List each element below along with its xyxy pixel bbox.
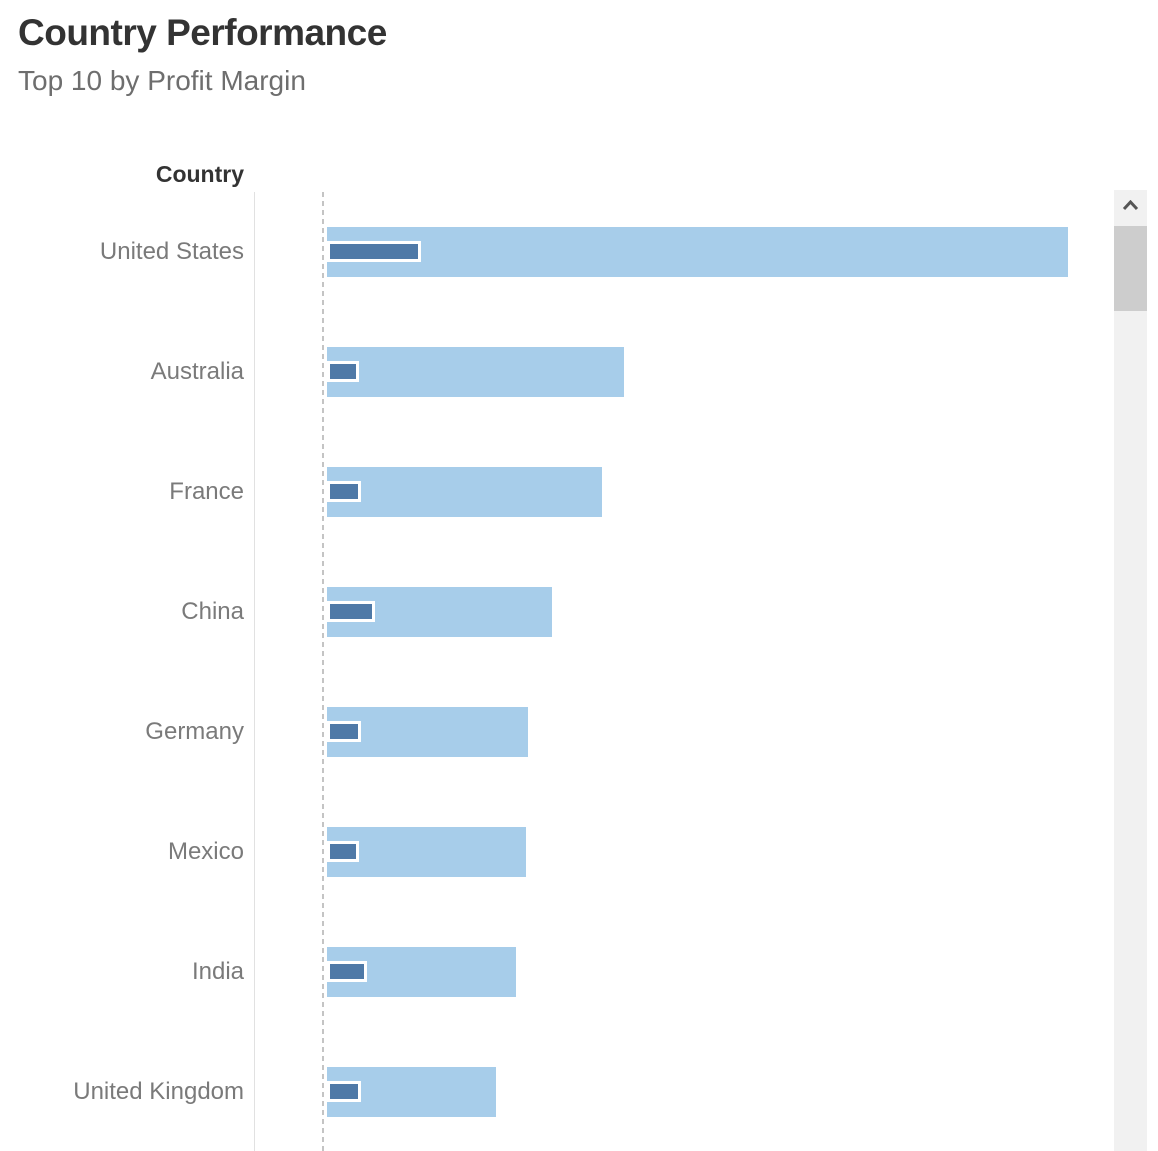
chart-row: Mexico (0, 792, 1105, 912)
value-bar[interactable] (327, 467, 602, 517)
overlay-bar[interactable] (327, 601, 375, 622)
chevron-up-icon (1122, 198, 1139, 216)
overlay-bar[interactable] (327, 361, 359, 382)
overlay-bar[interactable] (327, 961, 367, 982)
chart-row: Germany (0, 672, 1105, 792)
row-label[interactable]: United Kingdom (73, 1078, 244, 1105)
column-header-country: Country (155, 160, 244, 187)
chart-row: China (0, 552, 1105, 672)
chart-row: United Kingdom (0, 1032, 1105, 1151)
row-label[interactable]: China (181, 598, 244, 625)
row-label[interactable]: United States (99, 238, 244, 265)
chart-row: India (0, 912, 1105, 1032)
zero-reference-line (322, 192, 324, 1151)
chart-row: Australia (0, 312, 1105, 432)
chart-row: United States (0, 192, 1105, 312)
vertical-scrollbar[interactable] (1114, 190, 1147, 1151)
scroll-up-button[interactable] (1114, 190, 1147, 224)
row-label[interactable]: France (169, 478, 244, 505)
value-bar[interactable] (327, 827, 526, 877)
row-label[interactable]: India (191, 958, 244, 985)
overlay-bar[interactable] (327, 481, 361, 502)
value-bar[interactable] (327, 227, 1068, 277)
header-divider-line (254, 192, 255, 1151)
overlay-bar[interactable] (327, 241, 421, 262)
scrollbar-thumb[interactable] (1114, 226, 1147, 311)
page-subtitle: Top 10 by Profit Margin (18, 65, 306, 96)
row-label[interactable]: Mexico (167, 838, 244, 865)
overlay-bar[interactable] (327, 841, 359, 862)
rows-area: United States Australia France China Ger… (0, 192, 1105, 1151)
chart-row: France (0, 432, 1105, 552)
row-label[interactable]: Germany (145, 718, 244, 745)
overlay-bar[interactable] (327, 721, 361, 742)
value-bar[interactable] (327, 347, 624, 397)
overlay-bar[interactable] (327, 1081, 361, 1102)
page-title: Country Performance (18, 12, 387, 53)
row-label[interactable]: Australia (150, 358, 244, 385)
